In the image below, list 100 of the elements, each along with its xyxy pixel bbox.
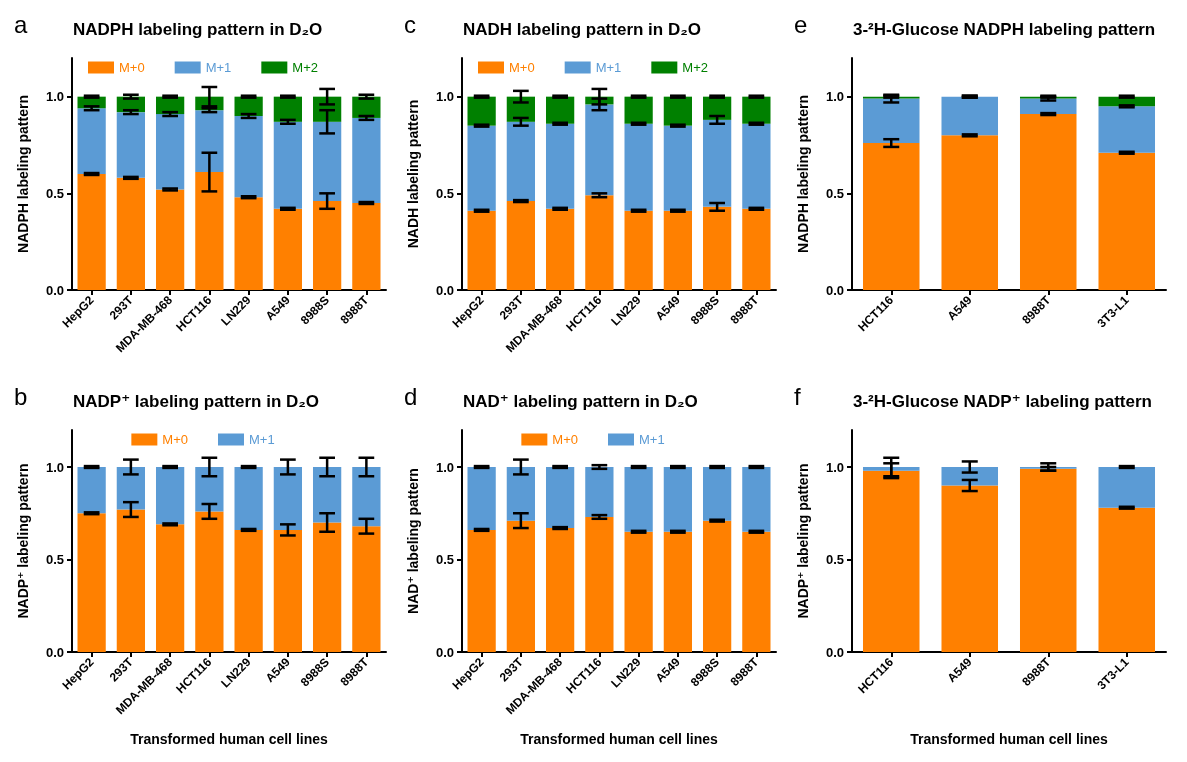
bar xyxy=(862,467,920,471)
x-axis-title: Transformed human cell lines xyxy=(520,731,719,747)
bar xyxy=(742,208,771,290)
bar xyxy=(156,189,185,290)
bar xyxy=(663,467,693,532)
y-tick-label: 0.5 xyxy=(435,185,454,201)
bar xyxy=(703,206,732,290)
bar xyxy=(77,174,106,290)
bar xyxy=(1098,152,1156,290)
bar xyxy=(234,197,263,290)
chart-title: NADPH labeling pattern in D₂O xyxy=(73,20,323,39)
bar xyxy=(703,520,732,652)
bar xyxy=(585,516,614,652)
text: b xyxy=(14,382,28,410)
bar xyxy=(941,96,999,136)
chart-title: NADH labeling pattern in D₂O xyxy=(463,20,702,39)
y-axis-title: NADP⁺ labeling pattern xyxy=(15,463,31,619)
bar xyxy=(624,96,653,124)
y-tick-label: 0.0 xyxy=(435,644,454,660)
chart-title: NADP⁺ labeling pattern in D₂O xyxy=(73,392,320,411)
bar xyxy=(1098,507,1156,652)
bar xyxy=(352,467,381,527)
y-tick-label: 0.0 xyxy=(435,282,454,298)
y-tick-label: 1.0 xyxy=(435,459,454,475)
bar xyxy=(77,108,106,174)
bar xyxy=(585,195,614,290)
bar xyxy=(467,529,496,652)
bar xyxy=(313,522,342,652)
bar xyxy=(273,529,303,652)
bar xyxy=(663,531,693,652)
bar xyxy=(352,117,381,203)
bar xyxy=(1019,468,1077,652)
bar xyxy=(703,119,732,207)
bar xyxy=(624,123,653,211)
bar xyxy=(77,467,106,514)
y-tick-label: 0.0 xyxy=(45,644,64,660)
bar xyxy=(467,125,496,211)
bar xyxy=(1019,114,1077,290)
bar xyxy=(585,104,614,196)
bar xyxy=(742,123,771,209)
bar xyxy=(742,531,771,652)
bar xyxy=(195,467,224,512)
bar xyxy=(506,520,536,652)
y-tick-label: 1.0 xyxy=(825,89,844,105)
bar xyxy=(703,467,732,521)
chart-title: 3-²H-Glucose NADP⁺ labeling pattern xyxy=(853,392,1152,411)
bar xyxy=(546,123,575,209)
text: d xyxy=(404,382,418,410)
bar xyxy=(941,135,999,290)
y-tick-label: 0.5 xyxy=(825,552,844,567)
bar xyxy=(273,96,303,122)
text: f xyxy=(794,382,801,410)
y-tick-label: 1.0 xyxy=(45,89,64,105)
legend-label: M+1 xyxy=(595,60,622,75)
bar xyxy=(546,467,575,529)
bar xyxy=(195,172,224,290)
text: a xyxy=(14,10,28,38)
bar xyxy=(467,96,496,126)
bar xyxy=(624,210,653,290)
text: c xyxy=(404,10,416,38)
y-tick-label: 0.0 xyxy=(825,282,844,298)
y-axis-title: NADH labeling pattern xyxy=(405,99,421,249)
bar xyxy=(862,470,920,652)
bar xyxy=(313,467,342,523)
bar xyxy=(467,210,496,290)
bar xyxy=(742,96,771,124)
x-axis-title: Transformed human cell lines xyxy=(130,731,329,747)
legend-label: M+1 xyxy=(205,60,232,75)
bar xyxy=(116,177,146,290)
bar xyxy=(546,96,575,124)
legend-label: M+0 xyxy=(509,60,535,75)
bar xyxy=(156,114,185,190)
bar xyxy=(195,110,224,173)
bar xyxy=(941,467,999,486)
bar xyxy=(234,116,263,198)
bar xyxy=(546,528,575,652)
chart-title: 3-²H-Glucose NADPH labeling pattern xyxy=(853,20,1156,39)
bar xyxy=(585,467,614,517)
bar xyxy=(116,467,146,510)
legend-label: M+1 xyxy=(249,432,275,447)
bar xyxy=(156,524,185,652)
bar xyxy=(313,201,342,290)
y-tick-label: 1.0 xyxy=(45,459,64,475)
bar xyxy=(195,511,224,652)
bar xyxy=(156,467,185,525)
bar xyxy=(941,485,999,652)
bar xyxy=(862,98,920,144)
bar xyxy=(467,467,496,530)
y-axis-title: NAD⁺ labeling pattern xyxy=(405,468,421,614)
legend-label: M+1 xyxy=(639,432,665,447)
y-tick-label: 0.5 xyxy=(45,185,64,201)
bar xyxy=(1098,106,1156,153)
bar xyxy=(352,526,381,652)
legend-label: M+0 xyxy=(162,432,189,447)
bar xyxy=(1098,467,1156,508)
bar xyxy=(352,203,381,290)
bar xyxy=(273,121,303,209)
legend-label: M+0 xyxy=(552,432,579,447)
bar xyxy=(862,143,920,290)
legend-label: M+2 xyxy=(292,60,318,75)
